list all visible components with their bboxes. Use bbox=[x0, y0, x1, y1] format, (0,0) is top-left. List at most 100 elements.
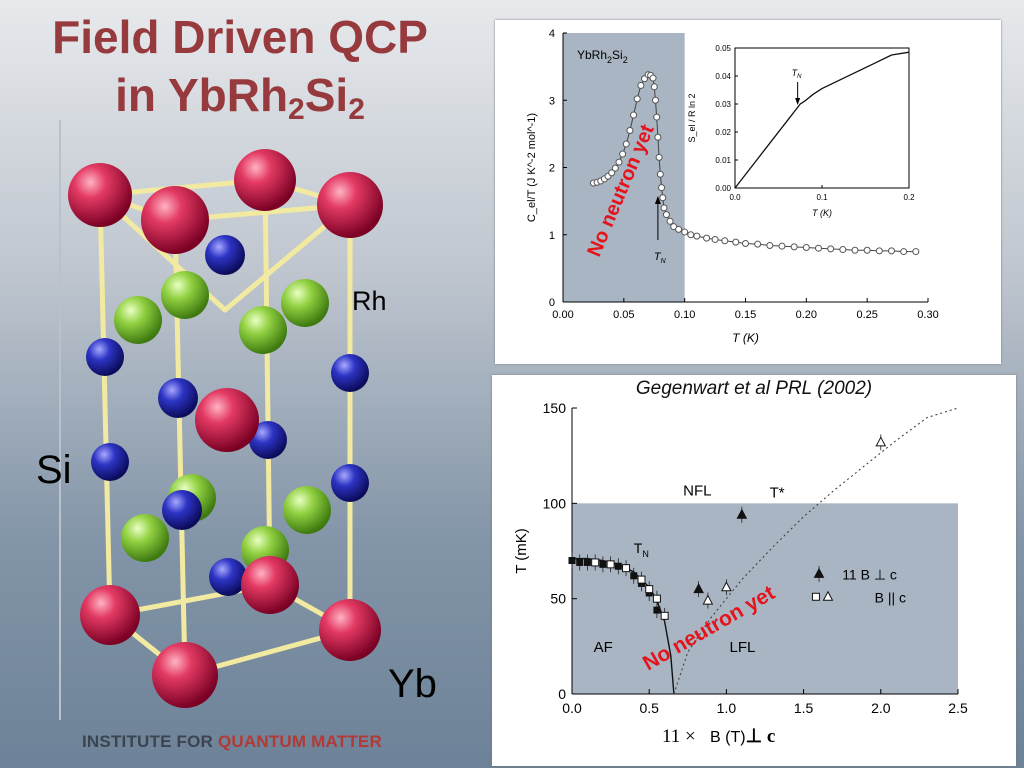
data-point bbox=[815, 244, 822, 252]
yb-atom bbox=[234, 149, 296, 211]
data-point bbox=[875, 247, 883, 255]
crystal-lattice-illustration bbox=[59, 120, 383, 720]
data-point bbox=[626, 127, 634, 135]
data-point bbox=[754, 240, 762, 248]
si-atom bbox=[162, 490, 202, 530]
institute-footer: INSTITUTE FOR QUANTUM MATTER bbox=[82, 732, 382, 751]
y-tick-label: 150 bbox=[543, 400, 567, 416]
yb-atom bbox=[68, 163, 132, 227]
citation: Gegenwart et al PRL (2002) bbox=[635, 378, 873, 399]
specific-heat-chart: 0.00 0.05 0.10 0.15 0.20 0.25 0.30 0 1 2 3 4 T (K) C_… bbox=[526, 28, 939, 345]
data-point bbox=[711, 235, 719, 243]
x-tick-label: 0.20 bbox=[796, 309, 817, 321]
data-point bbox=[619, 150, 627, 158]
inset-x-tick-label: 0.2 bbox=[903, 193, 915, 202]
y-axis-label: T (mK) bbox=[513, 528, 530, 574]
data-point bbox=[813, 567, 825, 578]
inset-y-tick-label: 0.05 bbox=[715, 44, 731, 53]
data-point bbox=[576, 558, 584, 566]
y-tick-label: 50 bbox=[550, 591, 566, 607]
title-line-1: Field Driven QCP bbox=[52, 11, 428, 63]
legend-parallel: B || c bbox=[875, 589, 906, 605]
y-axis-label: C_el/T (J K^-2 mol^-1) bbox=[526, 113, 538, 222]
data-point bbox=[766, 242, 774, 250]
data-point bbox=[778, 242, 786, 250]
data-point bbox=[875, 436, 887, 447]
region-label-nfl: NFL bbox=[683, 483, 711, 500]
yb-atom bbox=[152, 642, 218, 708]
inset-tn-label: TN bbox=[792, 68, 803, 80]
data-point bbox=[645, 585, 654, 594]
data-point bbox=[681, 228, 689, 236]
data-point bbox=[827, 245, 835, 253]
si-atom bbox=[331, 464, 369, 502]
y-tick-label: 1 bbox=[549, 230, 555, 242]
inset-y-tick-label: 0.04 bbox=[715, 72, 731, 81]
sample-label: YbRh2Si2 bbox=[577, 48, 628, 65]
inset-y-tick-label: 0.00 bbox=[715, 184, 731, 193]
tstar-label: T* bbox=[770, 485, 785, 502]
x-tick-label: 0.30 bbox=[917, 309, 938, 321]
y-tick-label: 100 bbox=[543, 495, 567, 511]
data-point bbox=[622, 564, 631, 573]
rh-atom bbox=[281, 279, 329, 327]
data-point bbox=[742, 239, 749, 247]
inset-frame bbox=[734, 47, 910, 189]
data-point bbox=[630, 572, 638, 580]
y-tick-label: 0 bbox=[549, 297, 555, 309]
label-si: Si bbox=[36, 448, 72, 492]
inset-x-tick-label: 0.1 bbox=[816, 193, 828, 202]
data-point bbox=[693, 583, 704, 594]
rh-atom bbox=[161, 271, 209, 319]
y-tick-label: 2 bbox=[549, 163, 555, 175]
data-point bbox=[888, 247, 895, 255]
data-point bbox=[851, 246, 859, 254]
data-point bbox=[900, 248, 908, 256]
data-point bbox=[622, 140, 630, 148]
si-atom bbox=[91, 443, 129, 481]
si-atom bbox=[331, 354, 369, 392]
data-point bbox=[606, 560, 615, 569]
yb-atom bbox=[195, 388, 259, 452]
phase-diagram-chart: 0.0 0.5 1.0 1.5 2.0 2.5 0 50 100 150 T (mK) NFL AF LF… bbox=[513, 400, 968, 716]
data-point bbox=[802, 244, 810, 252]
data-point bbox=[614, 562, 622, 570]
slide-title: Field Driven QCP in YbRh2Si2 bbox=[0, 8, 480, 126]
si-atom bbox=[209, 558, 247, 596]
x-tick-label: 2.0 bbox=[871, 700, 891, 716]
data-point bbox=[637, 575, 646, 584]
tn-label: TN bbox=[634, 540, 649, 559]
inset-y-label: S_el / R ln 2 bbox=[687, 93, 697, 142]
si-atom bbox=[249, 421, 287, 459]
label-yb: Yb bbox=[388, 662, 437, 706]
x-tick-label: 2.5 bbox=[948, 700, 968, 716]
inset-x-tick-label: 0.0 bbox=[729, 193, 741, 202]
data-point bbox=[615, 158, 623, 166]
data-point bbox=[863, 246, 871, 254]
data-point bbox=[599, 560, 607, 568]
rh-atom bbox=[114, 296, 162, 344]
data-point bbox=[687, 231, 695, 239]
yb-atoms bbox=[68, 149, 383, 708]
yb-atom bbox=[317, 172, 383, 238]
tn-arrowhead bbox=[654, 196, 661, 204]
x-tick-label: 0.10 bbox=[674, 309, 695, 321]
data-point bbox=[568, 557, 576, 565]
inset-tn-arrowhead bbox=[795, 98, 801, 105]
region-label-lfl: LFL bbox=[729, 639, 755, 656]
yb-atom bbox=[141, 186, 209, 254]
data-point bbox=[591, 558, 600, 567]
x-tick-label: 0.15 bbox=[735, 309, 756, 321]
label-rh: Rh bbox=[352, 286, 387, 316]
rh-atoms bbox=[114, 271, 331, 574]
x-tick-label: 0.05 bbox=[613, 309, 634, 321]
phase-diagram-panel: Gegenwart et al PRL (2002) 0.0 0.5 1.0 1.5 2… bbox=[492, 375, 1016, 766]
data-point bbox=[649, 74, 657, 82]
data-point bbox=[790, 243, 798, 251]
title-line-2: in YbRh2Si2 bbox=[115, 69, 365, 126]
data-point bbox=[654, 133, 662, 141]
inset-y-tick-label: 0.01 bbox=[715, 156, 731, 165]
legend-perp: 11 B ⊥ c bbox=[842, 567, 897, 583]
data-point bbox=[660, 204, 668, 212]
data-point bbox=[652, 594, 661, 603]
